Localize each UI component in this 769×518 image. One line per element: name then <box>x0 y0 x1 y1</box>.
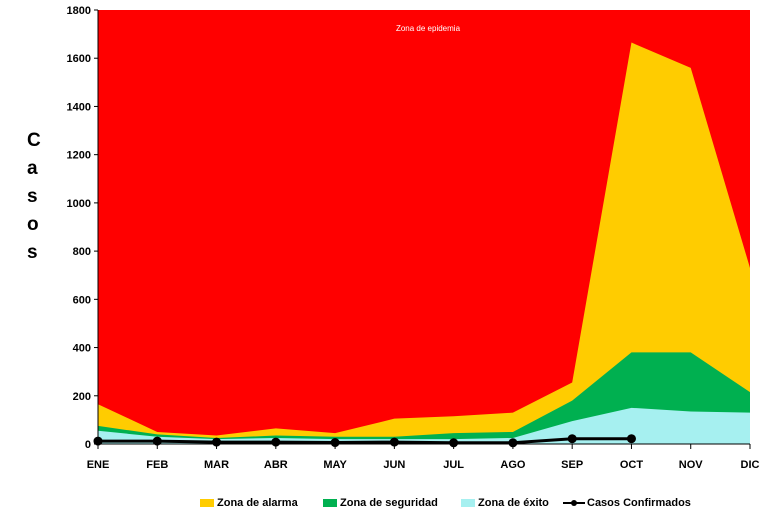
legend-swatch-alarma <box>200 499 214 507</box>
y-tick-label: 1800 <box>67 5 91 17</box>
y-tick-label: 800 <box>73 246 91 258</box>
point-casos-confirmados <box>567 434 577 444</box>
y-tick-label: 1400 <box>67 101 91 113</box>
x-tick-label: DIC <box>741 459 760 471</box>
x-tick-label: JUN <box>383 459 405 471</box>
legend: Zona de alarma Zona de seguridad Zona de… <box>0 497 769 515</box>
legend-label-confirmados: Casos Confirmados <box>587 497 691 509</box>
legend-label-exito: Zona de éxito <box>478 497 549 509</box>
y-tick-label: 200 <box>73 391 91 403</box>
y-axis-title-letter: o <box>27 214 39 235</box>
x-tick-label: ABR <box>264 459 288 471</box>
y-tick-label: 0 <box>85 439 91 451</box>
areas-group <box>98 42 750 445</box>
y-axis-title-letter: s <box>27 242 38 263</box>
legend-item-seguridad: Zona de seguridad <box>323 497 438 509</box>
legend-label-seguridad: Zona de seguridad <box>340 497 438 509</box>
x-tick-label: OCT <box>620 459 644 471</box>
legend-label-alarma: Zona de alarma <box>217 497 298 509</box>
y-tick-label: 1200 <box>67 150 91 162</box>
point-casos-confirmados <box>508 438 518 448</box>
x-tick-label: FEB <box>146 459 168 471</box>
point-casos-confirmados <box>626 434 636 444</box>
legend-swatch-exito <box>461 499 475 507</box>
point-casos-confirmados <box>152 436 162 446</box>
legend-item-exito: Zona de éxito <box>461 497 549 509</box>
x-tick-label: NOV <box>679 459 704 471</box>
area-zona-de-exito <box>98 407 750 444</box>
y-tick-label: 1000 <box>67 198 91 210</box>
x-tick-label: JUL <box>443 459 464 471</box>
point-casos-confirmados <box>449 438 459 448</box>
axes-group: 0 200 400 600 800 1000 1200 1400 1600 1800 ENE FEB M… <box>67 5 760 471</box>
area-zona-de-alarma <box>98 42 750 445</box>
x-tick-label: ENE <box>87 459 110 471</box>
x-tick-label: AGO <box>500 459 526 471</box>
y-axis-title-letter: s <box>27 186 38 207</box>
y-axis-title-letter: a <box>27 158 38 179</box>
y-tick-label: 1600 <box>67 53 91 65</box>
x-tick-label: MAY <box>323 459 347 471</box>
legend-item-alarma: Zona de alarma <box>200 497 298 509</box>
legend-swatch-seguridad <box>323 499 337 507</box>
legend-item-confirmados: Casos Confirmados <box>563 497 691 509</box>
x-tick-label: SEP <box>561 459 583 471</box>
y-tick-label: 400 <box>73 343 91 355</box>
epidemic-zone-annotation: Zona de epidemia <box>396 24 461 33</box>
legend-marker-confirmados <box>563 498 585 508</box>
y-tick-label: 600 <box>73 294 91 306</box>
x-tick-label: MAR <box>204 459 229 471</box>
y-axis-title-letter: C <box>27 130 41 151</box>
point-casos-confirmados <box>330 438 340 448</box>
line-casos-confirmados <box>98 437 632 445</box>
